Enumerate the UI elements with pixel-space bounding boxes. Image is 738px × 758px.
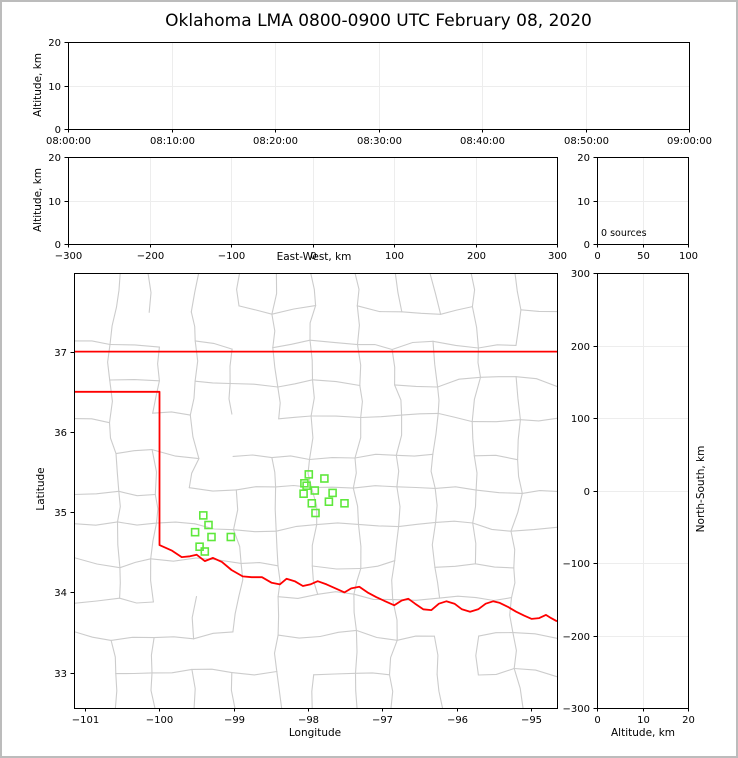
y-tick-label: −300 bbox=[563, 704, 590, 715]
station-marker bbox=[199, 511, 208, 520]
x-tick-label: 50 bbox=[637, 251, 650, 262]
x-tick-label: −95 bbox=[521, 715, 542, 726]
y-tick-label: 0 bbox=[55, 240, 61, 251]
y-tick-label: −200 bbox=[563, 632, 590, 643]
station-marker bbox=[226, 532, 236, 542]
y-tick-label: 10 bbox=[48, 82, 61, 93]
y-tick-label: 33 bbox=[54, 669, 67, 680]
station-marker bbox=[190, 527, 200, 537]
station-marker bbox=[299, 489, 308, 499]
source-count-annotation: 0 sources bbox=[601, 228, 647, 239]
y-tick-label: 0 bbox=[584, 487, 590, 498]
x-tick-label: −100 bbox=[218, 251, 245, 262]
x-tick-label: 08:50:00 bbox=[564, 136, 609, 147]
x-tick-label: −97 bbox=[372, 715, 393, 726]
station-marker bbox=[300, 478, 309, 488]
x-tick-label: 09:00:00 bbox=[667, 136, 712, 147]
state-border-red-river bbox=[74, 390, 557, 623]
lma-stations bbox=[190, 470, 349, 556]
panel-altitude-histogram: 0 50 100 0 10 20 bbox=[577, 153, 698, 262]
ew-height-ylabel: Altitude, km bbox=[32, 167, 44, 233]
panel-east-west-height: −300 −200 −100 0 100 200 300 0 10 20 bbox=[48, 153, 567, 262]
y-tick-label: 36 bbox=[54, 428, 67, 439]
ew-height-xlabel: East-West, km bbox=[276, 251, 352, 263]
x-tick-label: −101 bbox=[72, 715, 99, 726]
plot-title: Oklahoma LMA 0800-0900 UTC February 08, … bbox=[165, 11, 592, 31]
station-marker bbox=[302, 481, 311, 491]
y-tick-label: 100 bbox=[571, 414, 590, 425]
panel-border bbox=[74, 273, 558, 709]
y-tick-label: 34 bbox=[54, 588, 67, 599]
x-tick-label: 08:20:00 bbox=[253, 136, 298, 147]
x-tick-label: 08:40:00 bbox=[460, 136, 505, 147]
station-marker bbox=[200, 547, 210, 556]
x-tick-label: 0 bbox=[594, 251, 600, 262]
panel-time-height: 08:00:00 08:10:00 08:20:00 08:30:00 08:40:00… bbox=[46, 38, 712, 147]
x-tick-label: 300 bbox=[548, 251, 567, 262]
x-tick-label: −96 bbox=[447, 715, 468, 726]
y-tick-label: 0 bbox=[55, 125, 61, 136]
x-tick-label: 0 bbox=[594, 715, 600, 726]
x-tick-label: 08:30:00 bbox=[357, 136, 402, 147]
y-tick-label: 35 bbox=[54, 508, 67, 519]
x-tick-label: 20 bbox=[682, 715, 695, 726]
y-tick-label: 20 bbox=[48, 153, 61, 164]
x-tick-label: 200 bbox=[467, 251, 486, 262]
station-marker bbox=[324, 497, 334, 507]
ns-height-xlabel: Altitude, km bbox=[610, 727, 676, 739]
station-marker bbox=[310, 486, 320, 495]
x-tick-label: −200 bbox=[137, 251, 164, 262]
x-tick-label: 0 bbox=[310, 251, 316, 262]
station-marker bbox=[204, 520, 213, 530]
map-ylabel: Latitude bbox=[35, 467, 47, 511]
station-marker bbox=[207, 532, 216, 542]
station-marker bbox=[340, 498, 349, 508]
station-marker bbox=[307, 498, 317, 508]
y-tick-label: 0 bbox=[584, 240, 590, 251]
time-height-ylabel: Altitude, km bbox=[32, 52, 44, 118]
x-tick-label: 08:10:00 bbox=[150, 136, 195, 147]
x-tick-label: −98 bbox=[298, 715, 319, 726]
x-tick-label: 100 bbox=[679, 251, 698, 262]
map-xlabel: Longitude bbox=[288, 727, 342, 739]
x-tick-label: −99 bbox=[224, 715, 245, 726]
y-tick-label: −100 bbox=[563, 559, 590, 570]
y-tick-label: 10 bbox=[48, 197, 61, 208]
x-tick-label: −100 bbox=[146, 715, 173, 726]
ns-height-ylabel: North-South, km bbox=[695, 445, 707, 533]
x-tick-label: 10 bbox=[637, 715, 650, 726]
station-marker bbox=[311, 508, 320, 518]
station-marker bbox=[320, 474, 329, 483]
x-tick-label: 08:00:00 bbox=[46, 136, 91, 147]
y-tick-label: 20 bbox=[577, 153, 590, 164]
y-tick-label: 37 bbox=[54, 348, 67, 359]
x-tick-label: 100 bbox=[385, 251, 404, 262]
panel-map: −101 −100 −99 −98 −97 −96 −95 33 34 35 36 37 bbox=[54, 273, 558, 726]
panel-north-south-height: 0 10 20 −300 −200 −100 0 100 200 300 bbox=[563, 269, 695, 726]
y-tick-label: 20 bbox=[48, 38, 61, 49]
station-marker bbox=[328, 488, 337, 498]
station-marker bbox=[304, 470, 314, 479]
station-marker bbox=[195, 542, 204, 552]
county-lines bbox=[74, 273, 557, 708]
y-tick-label: 300 bbox=[571, 269, 590, 280]
y-tick-label: 10 bbox=[577, 197, 590, 208]
x-tick-label: −300 bbox=[55, 251, 82, 262]
y-tick-label: 200 bbox=[571, 342, 590, 353]
